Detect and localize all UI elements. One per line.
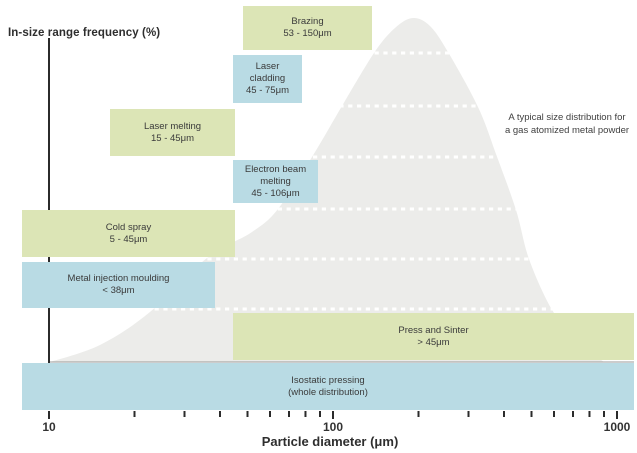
process-box-label: > 45μm bbox=[417, 336, 450, 348]
distribution-curve bbox=[50, 17, 606, 363]
x-tick-label-1000: 1000 bbox=[603, 420, 631, 434]
process-box-laser-cladding: Laser cladding 45 - 75μm bbox=[233, 55, 302, 103]
process-box-label: melting bbox=[260, 175, 291, 187]
x-tick-label-100: 100 bbox=[322, 420, 344, 434]
process-box-label: 15 - 45μm bbox=[151, 132, 194, 144]
process-box-isostatic-pressing: Isostatic pressing (whole distribution) bbox=[22, 363, 634, 410]
process-box-label: Press and Sinter bbox=[398, 324, 469, 336]
process-box-label: 5 - 45μm bbox=[109, 233, 148, 245]
process-box-label: 45 - 75μm bbox=[246, 85, 289, 96]
process-box-label: 53 - 150μm bbox=[283, 28, 332, 39]
process-box-label: Metal injection moulding bbox=[67, 273, 170, 284]
process-box-label: (whole distribution) bbox=[288, 386, 368, 398]
process-box-brazing: Brazing 53 - 150μm bbox=[243, 6, 372, 50]
process-box-label: 45 - 106μm bbox=[251, 187, 300, 199]
process-box-label: Isostatic pressing bbox=[291, 374, 365, 386]
y-axis-title: In-size range frequency (%) bbox=[8, 27, 161, 39]
process-box-metal-injection-moulding: Metal injection moulding < 38μm bbox=[22, 262, 215, 308]
process-box-label: Laser bbox=[255, 61, 280, 72]
process-box-label: Cold spray bbox=[105, 221, 152, 233]
distribution-annotation: A typical size distribution for a gas at… bbox=[496, 112, 637, 137]
x-tick-label-10: 10 bbox=[42, 420, 56, 434]
annotation-line-1: A typical size distribution for bbox=[508, 112, 626, 123]
process-box-label: Brazing bbox=[291, 16, 324, 27]
process-box-label: cladding bbox=[249, 73, 286, 84]
process-box-label: Laser melting bbox=[143, 120, 202, 132]
process-box-electron-beam-melting: Electron beam melting 45 - 106μm bbox=[233, 160, 318, 203]
annotation-line-2: a gas atomized metal powder bbox=[504, 124, 630, 136]
process-box-press-and-sinter: Press and Sinter > 45μm bbox=[233, 313, 634, 360]
x-axis-title: Particle diameter (μm) bbox=[261, 434, 399, 449]
process-box-label: Electron beam bbox=[244, 163, 307, 175]
process-box-label: < 38μm bbox=[102, 285, 135, 296]
process-box-cold-spray: Cold spray 5 - 45μm bbox=[22, 210, 235, 257]
process-box-laser-melting: Laser melting 15 - 45μm bbox=[110, 109, 235, 156]
